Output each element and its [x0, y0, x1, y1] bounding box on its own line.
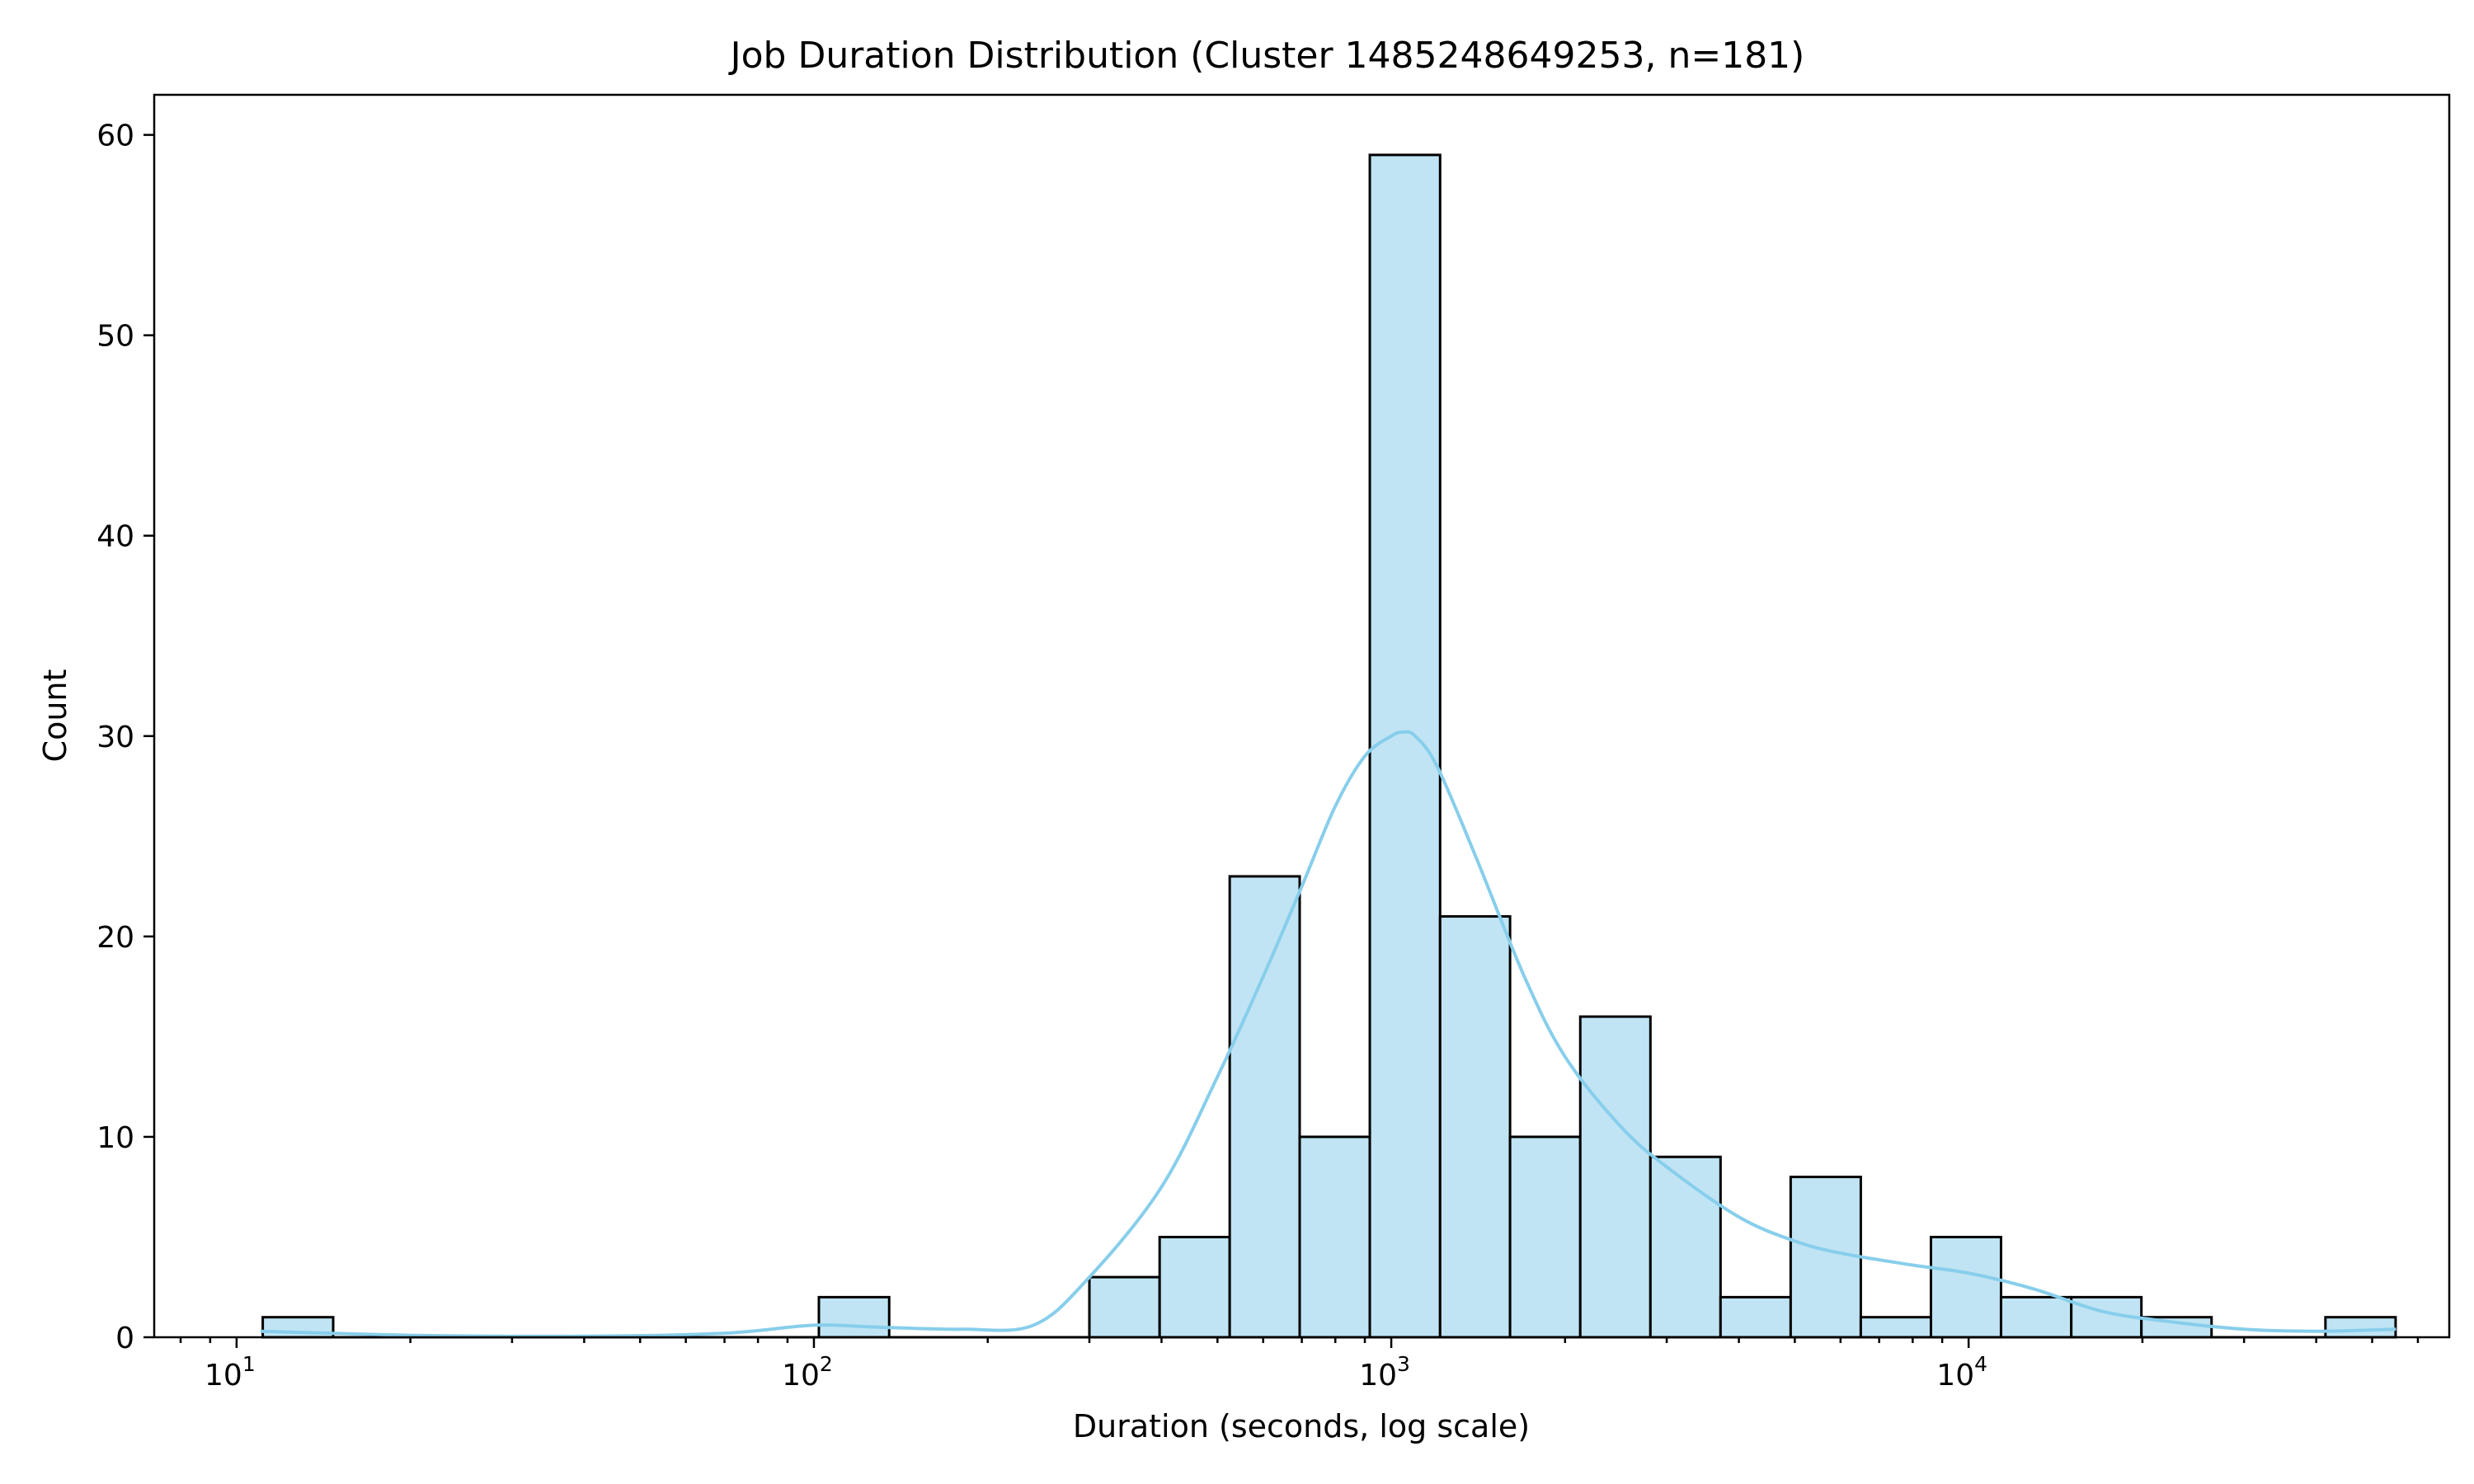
histogram-bar	[1649, 1155, 1722, 1339]
histogram-bar	[1859, 1316, 1932, 1339]
x-tick-label: 102	[782, 1352, 833, 1392]
y-tick-label: 60	[96, 120, 134, 153]
histogram-bar	[1158, 1235, 1231, 1339]
x-axis-label: Duration (seconds, log scale)	[1073, 1408, 1530, 1444]
bars-layer	[261, 153, 2397, 1339]
y-tick-label: 50	[96, 320, 134, 354]
x-axis: 101 102 103 104	[179, 1337, 2420, 1392]
kde-curve	[260, 730, 2396, 1338]
histogram-bar	[1789, 1176, 1862, 1339]
histogram-bar	[1578, 1015, 1652, 1339]
y-axis-label: Count	[37, 669, 73, 763]
histogram-bar	[1088, 1275, 1161, 1339]
y-tick-label: 10	[96, 1121, 134, 1155]
histogram-bar	[2324, 1316, 2397, 1339]
x-tick-label: 103	[1359, 1352, 1410, 1392]
histogram-bar	[1508, 1135, 1582, 1339]
y-tick-label: 20	[96, 921, 134, 955]
histogram-bar	[1438, 915, 1512, 1339]
histogram-bar	[1929, 1235, 2002, 1339]
histogram-bar	[1999, 1295, 2073, 1339]
histogram-bar	[1298, 1135, 1371, 1339]
y-tick-label: 30	[96, 721, 134, 754]
kde-layer	[260, 730, 2396, 1338]
histogram-bar	[1368, 153, 1442, 1339]
histogram-bar	[817, 1295, 891, 1339]
histogram-bar	[1719, 1295, 1792, 1339]
y-tick-label: 0	[115, 1322, 134, 1355]
y-tick-label: 40	[96, 520, 134, 554]
y-axis: 0 10 20 30 40 50 60	[96, 120, 154, 1355]
histogram-bar	[1228, 875, 1301, 1339]
x-tick-label: 101	[205, 1352, 256, 1392]
x-tick-label: 104	[1936, 1352, 1987, 1392]
chart-title: Job Duration Distribution (Cluster 14852…	[728, 35, 1805, 77]
